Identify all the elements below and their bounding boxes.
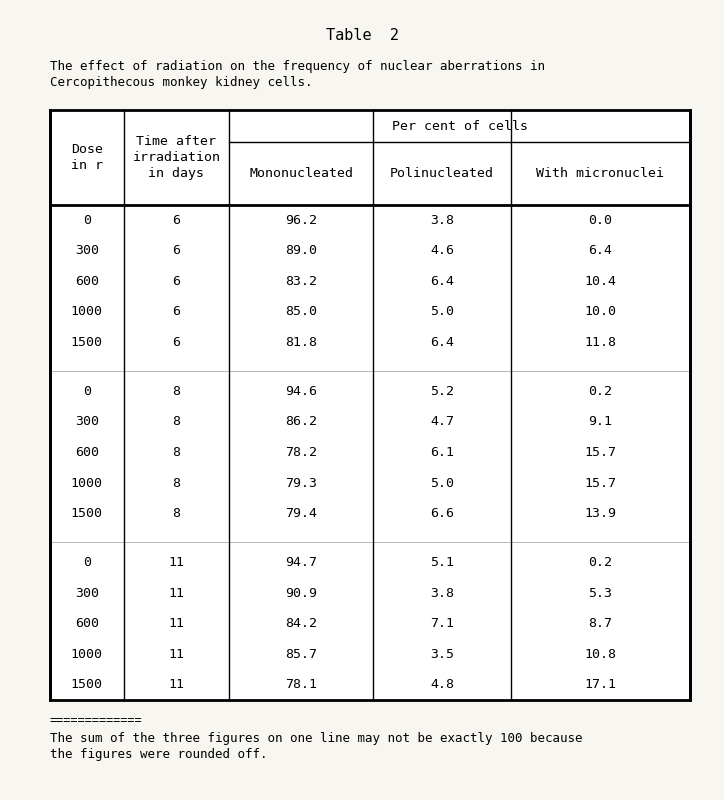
Text: Table  2: Table 2: [326, 28, 398, 43]
Text: 10.4: 10.4: [584, 275, 616, 288]
Text: 6: 6: [172, 275, 180, 288]
Text: 1500: 1500: [71, 336, 103, 349]
Text: 6.4: 6.4: [589, 244, 613, 258]
Text: With micronuclei: With micronuclei: [536, 167, 665, 180]
Text: 6.4: 6.4: [430, 336, 454, 349]
Text: 5.3: 5.3: [589, 586, 613, 599]
Text: 8: 8: [172, 507, 180, 520]
Text: the figures were rounded off.: the figures were rounded off.: [50, 748, 267, 761]
Text: 600: 600: [75, 446, 98, 459]
Text: 3.8: 3.8: [430, 586, 454, 599]
Text: 83.2: 83.2: [285, 275, 317, 288]
Text: 8: 8: [172, 415, 180, 429]
Text: 4.7: 4.7: [430, 415, 454, 429]
Text: 94.6: 94.6: [285, 385, 317, 398]
Text: 600: 600: [75, 275, 98, 288]
Text: 11.8: 11.8: [584, 336, 616, 349]
Text: Dose
in r: Dose in r: [71, 143, 103, 172]
Text: 13.9: 13.9: [584, 507, 616, 520]
Text: 5.2: 5.2: [430, 385, 454, 398]
Text: 0.2: 0.2: [589, 556, 613, 569]
Text: 1500: 1500: [71, 507, 103, 520]
Text: 8: 8: [172, 446, 180, 459]
Text: 0: 0: [83, 214, 90, 226]
Text: Time after
irradiation
in days: Time after irradiation in days: [132, 135, 220, 180]
Text: 0.2: 0.2: [589, 385, 613, 398]
Text: 300: 300: [75, 415, 98, 429]
Text: 89.0: 89.0: [285, 244, 317, 258]
Text: 94.7: 94.7: [285, 556, 317, 569]
Text: 11: 11: [169, 648, 185, 661]
Text: The effect of radiation on the frequency of nuclear aberrations in: The effect of radiation on the frequency…: [50, 60, 545, 73]
Text: 1000: 1000: [71, 648, 103, 661]
Text: 86.2: 86.2: [285, 415, 317, 429]
Text: 1500: 1500: [71, 678, 103, 691]
Text: 8.7: 8.7: [589, 617, 613, 630]
Text: 8: 8: [172, 385, 180, 398]
Bar: [50, 110, 690, 700]
Text: 15.7: 15.7: [584, 446, 616, 459]
Text: 300: 300: [75, 586, 98, 599]
Text: 6.1: 6.1: [430, 446, 454, 459]
Text: 0.0: 0.0: [589, 214, 613, 226]
Text: 1000: 1000: [71, 306, 103, 318]
Text: 11: 11: [169, 678, 185, 691]
Text: Per cent of cells: Per cent of cells: [392, 119, 528, 133]
Text: 5.1: 5.1: [430, 556, 454, 569]
Text: 85.7: 85.7: [285, 648, 317, 661]
Text: 7.1: 7.1: [430, 617, 454, 630]
Text: 3.5: 3.5: [430, 648, 454, 661]
Text: 15.7: 15.7: [584, 477, 616, 490]
Text: 11: 11: [169, 556, 185, 569]
Text: 84.2: 84.2: [285, 617, 317, 630]
Text: 11: 11: [169, 586, 185, 599]
Text: 600: 600: [75, 617, 98, 630]
Text: 79.4: 79.4: [285, 507, 317, 520]
Text: 79.3: 79.3: [285, 477, 317, 490]
Text: 10.8: 10.8: [584, 648, 616, 661]
Text: 4.8: 4.8: [430, 678, 454, 691]
Text: 17.1: 17.1: [584, 678, 616, 691]
Text: 4.6: 4.6: [430, 244, 454, 258]
Text: The sum of the three figures on one line may not be exactly 100 because: The sum of the three figures on one line…: [50, 732, 583, 745]
Text: 8: 8: [172, 477, 180, 490]
Text: 85.0: 85.0: [285, 306, 317, 318]
Text: 0: 0: [83, 385, 90, 398]
Text: 5.0: 5.0: [430, 477, 454, 490]
Text: 6: 6: [172, 306, 180, 318]
Text: 5.0: 5.0: [430, 306, 454, 318]
Text: 78.1: 78.1: [285, 678, 317, 691]
Text: 300: 300: [75, 244, 98, 258]
Text: 1000: 1000: [71, 477, 103, 490]
Text: 6: 6: [172, 336, 180, 349]
Text: 11: 11: [169, 617, 185, 630]
Text: Mononucleated: Mononucleated: [249, 167, 353, 180]
Text: Polinucleated: Polinucleated: [390, 167, 494, 180]
Text: 10.0: 10.0: [584, 306, 616, 318]
Text: 3.8: 3.8: [430, 214, 454, 226]
Text: 81.8: 81.8: [285, 336, 317, 349]
Text: 6.6: 6.6: [430, 507, 454, 520]
Text: 6: 6: [172, 244, 180, 258]
Text: 0: 0: [83, 556, 90, 569]
Text: Cercopithecous monkey kidney cells.: Cercopithecous monkey kidney cells.: [50, 76, 313, 89]
Text: 90.9: 90.9: [285, 586, 317, 599]
Text: 9.1: 9.1: [589, 415, 613, 429]
Text: 6: 6: [172, 214, 180, 226]
Text: 96.2: 96.2: [285, 214, 317, 226]
Text: 78.2: 78.2: [285, 446, 317, 459]
Text: =============: =============: [50, 714, 143, 727]
Text: 6.4: 6.4: [430, 275, 454, 288]
